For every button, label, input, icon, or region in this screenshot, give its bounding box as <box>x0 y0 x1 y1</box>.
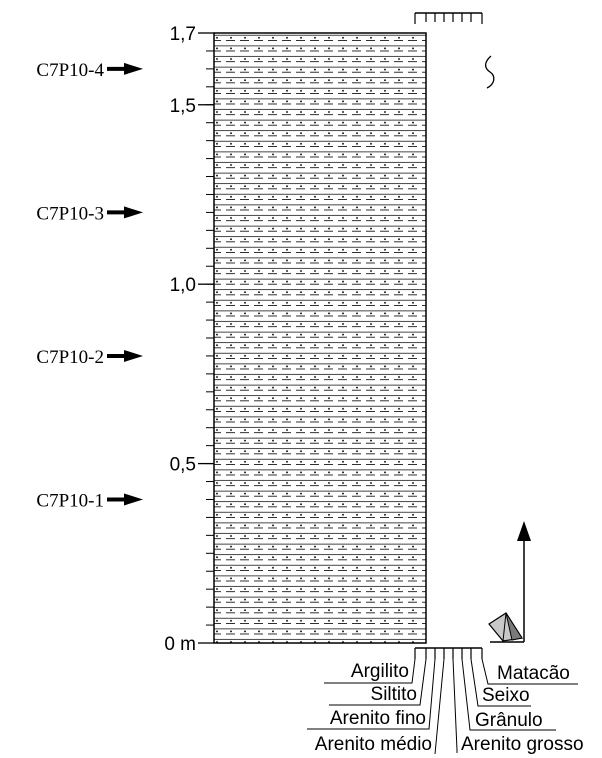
grain-size-comb-bottom <box>414 647 483 659</box>
depth-tick-label: 1,5 <box>170 96 196 117</box>
grain-label-seixo: Seixo <box>482 685 530 706</box>
grain-label-arenito-grosso: Arenito grosso <box>461 734 584 755</box>
grain-label-siltito: Siltito <box>371 684 417 705</box>
sample-label: C7P10-1 <box>36 490 104 511</box>
sample-label: C7P10-4 <box>36 60 104 81</box>
grain-label-argilito: Argilito <box>351 661 409 682</box>
sample-arrow-head <box>124 62 143 75</box>
grain-label-granulo: Grânulo <box>475 710 543 731</box>
sample-label: C7P10-2 <box>36 347 104 368</box>
sample-arrow-head <box>124 493 143 506</box>
burrow-icon <box>484 55 495 89</box>
grain-label-matacao: Matacão <box>497 663 570 684</box>
sample-arrow-head <box>124 349 143 362</box>
grain-size-leaders <box>307 658 578 755</box>
clast-pyramid-icon <box>488 612 524 642</box>
sample-label: C7P10-3 <box>36 203 104 224</box>
lithology-column <box>213 32 427 644</box>
depth-tick-label: 1,0 <box>170 275 196 296</box>
depth-axis: 1,7 1,5 1,0 0,5 0 m <box>164 24 214 655</box>
depth-tick-label: 0 m <box>164 634 196 655</box>
grain-label-arenito-fino: Arenito fino <box>330 708 426 729</box>
sample-arrow-head <box>124 206 143 219</box>
grain-size-comb-top <box>414 12 483 24</box>
sample-markers: C7P10-4 C7P10-3 C7P10-2 C7P10-1 <box>36 60 143 511</box>
depth-tick-label: 0,5 <box>170 455 196 476</box>
north-arrow-icon <box>490 521 531 643</box>
grain-label-arenito-medio: Arenito médio <box>315 734 432 755</box>
depth-tick-label: 1,7 <box>170 24 196 45</box>
